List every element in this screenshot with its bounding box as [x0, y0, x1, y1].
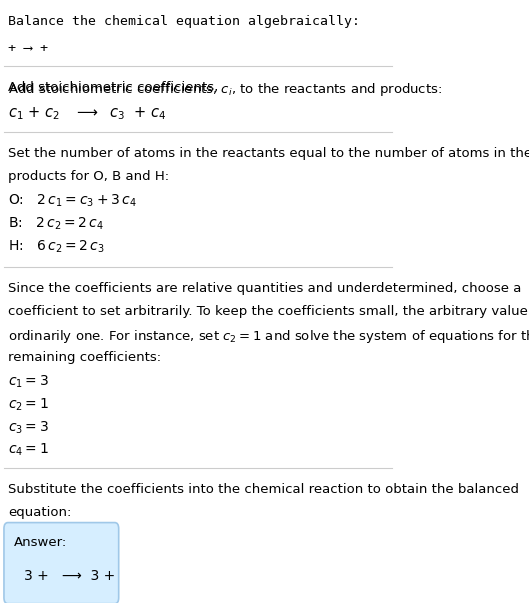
- Text: products for O, B and H:: products for O, B and H:: [8, 170, 169, 183]
- Text: coefficient to set arbitrarily. To keep the coefficients small, the arbitrary va: coefficient to set arbitrarily. To keep …: [8, 305, 529, 318]
- Text: Substitute the coefficients into the chemical reaction to obtain the balanced: Substitute the coefficients into the che…: [8, 483, 519, 496]
- Text: Balance the chemical equation algebraically:: Balance the chemical equation algebraica…: [8, 15, 360, 28]
- Text: $c_3 = 3$: $c_3 = 3$: [8, 419, 49, 436]
- Text: Add stoichiometric coefficients,: Add stoichiometric coefficients,: [8, 81, 222, 94]
- Text: Add stoichiometric coefficients, $c_i$, to the reactants and products:: Add stoichiometric coefficients, $c_i$, …: [8, 81, 442, 98]
- Text: $c_1$ + $c_2$   $\longrightarrow$  $c_3$  + $c_4$: $c_1$ + $c_2$ $\longrightarrow$ $c_3$ + …: [8, 105, 167, 122]
- Text: Since the coefficients are relative quantities and underdetermined, choose a: Since the coefficients are relative quan…: [8, 282, 521, 295]
- Text: equation:: equation:: [8, 506, 71, 519]
- Text: $c_1 = 3$: $c_1 = 3$: [8, 374, 49, 390]
- Text: $c_2 = 1$: $c_2 = 1$: [8, 396, 49, 413]
- Text: Answer:: Answer:: [14, 536, 67, 549]
- Text: O:   $2\,c_1 = c_3 + 3\,c_4$: O: $2\,c_1 = c_3 + 3\,c_4$: [8, 193, 136, 209]
- Text: ordinarily one. For instance, set $c_2 = 1$ and solve the system of equations fo: ordinarily one. For instance, set $c_2 =…: [8, 328, 529, 345]
- Text: 3 +   ⟶  3 +: 3 + ⟶ 3 +: [24, 569, 115, 582]
- Text: + ⟶ +: + ⟶ +: [8, 42, 48, 55]
- FancyBboxPatch shape: [4, 523, 118, 603]
- Text: B:   $2\,c_2 = 2\,c_4$: B: $2\,c_2 = 2\,c_4$: [8, 216, 104, 232]
- Text: $c_4 = 1$: $c_4 = 1$: [8, 442, 49, 458]
- Text: Set the number of atoms in the reactants equal to the number of atoms in the: Set the number of atoms in the reactants…: [8, 147, 529, 160]
- Text: H:   $6\,c_2 = 2\,c_3$: H: $6\,c_2 = 2\,c_3$: [8, 238, 105, 255]
- Text: remaining coefficients:: remaining coefficients:: [8, 351, 161, 364]
